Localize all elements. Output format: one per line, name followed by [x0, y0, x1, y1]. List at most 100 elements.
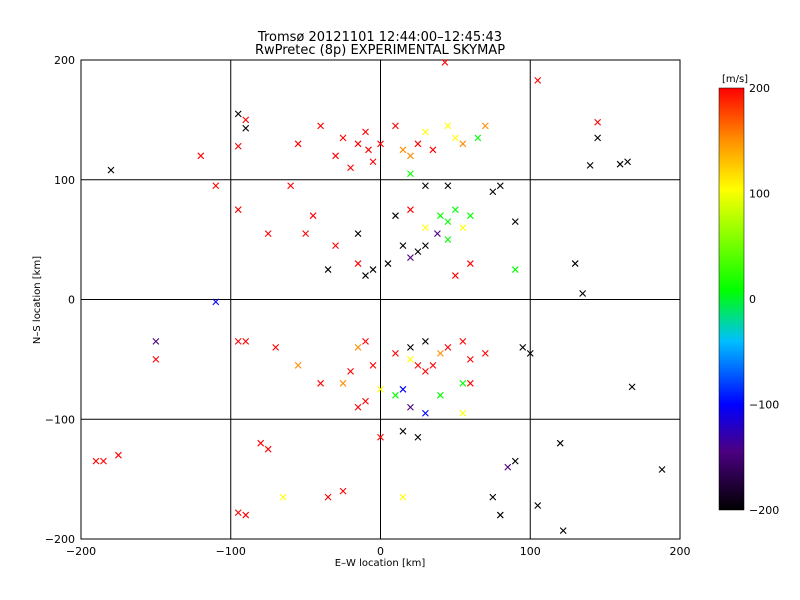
- data-point: [362, 128, 369, 136]
- data-point: [212, 182, 220, 190]
- data-point: [347, 164, 354, 172]
- data-point: [474, 134, 482, 142]
- data-point: [152, 338, 160, 345]
- data-point: [504, 463, 512, 471]
- data-point: [407, 152, 414, 160]
- data-point: [152, 355, 160, 363]
- data-point: [234, 110, 242, 118]
- data-point: [362, 272, 369, 279]
- data-point: [481, 122, 489, 130]
- data-point: [317, 379, 324, 387]
- x-axis-label: E–W location [km]: [335, 558, 426, 569]
- data-point: [332, 242, 339, 250]
- data-point: [414, 433, 422, 441]
- data-point: [407, 170, 414, 178]
- data-point: [658, 466, 666, 473]
- data-point: [444, 218, 452, 226]
- data-point: [441, 59, 449, 66]
- data-point: [407, 355, 414, 363]
- data-point: [444, 236, 452, 244]
- data-point: [459, 409, 467, 417]
- data-point: [339, 487, 347, 495]
- data-point: [257, 439, 265, 447]
- data-point: [377, 140, 384, 148]
- data-point: [437, 391, 444, 399]
- data-point: [399, 385, 407, 393]
- data-point: [234, 206, 242, 214]
- data-point: [422, 367, 429, 375]
- data-point: [586, 161, 594, 169]
- data-point: [459, 338, 467, 345]
- data-point: [264, 445, 272, 453]
- data-point: [422, 182, 429, 190]
- data-point: [466, 379, 474, 387]
- data-point: [451, 206, 459, 214]
- data-point: [272, 344, 280, 351]
- data-point: [392, 122, 399, 130]
- data-point: [624, 158, 631, 166]
- data-point: [212, 298, 220, 306]
- data-point: [422, 224, 429, 232]
- data-point: [354, 403, 362, 411]
- data-point: [234, 509, 242, 517]
- data-point: [616, 160, 624, 168]
- data-point: [444, 182, 452, 190]
- x-tick-label: 200: [670, 545, 691, 558]
- data-point: [399, 146, 407, 154]
- data-point: [429, 146, 437, 154]
- data-point: [242, 338, 250, 345]
- chart-subtitle: RwPretec (8p) EXPERIMENTAL SKYMAP: [255, 43, 505, 58]
- data-point: [264, 230, 272, 238]
- data-point: [339, 134, 347, 142]
- data-point: [399, 493, 407, 501]
- axis-ticks: −200 −100 0 100 200 −200 −100 0 100 200: [45, 54, 691, 558]
- data-point: [369, 266, 377, 273]
- data-point: [459, 140, 467, 148]
- data-point: [466, 355, 474, 363]
- x-tick-label: −100: [216, 545, 246, 558]
- data-point: [324, 493, 332, 501]
- data-point: [437, 349, 444, 357]
- data-point: [242, 116, 250, 124]
- data-point: [451, 272, 459, 279]
- chart-title: Tromsø 20121101 12:44:00–12:45:43: [257, 30, 502, 45]
- data-point: [466, 212, 474, 220]
- data-point: [369, 361, 377, 369]
- data-point: [317, 122, 324, 130]
- data-point: [309, 212, 317, 220]
- colorbar: [718, 87, 745, 511]
- data-point: [115, 451, 122, 459]
- data-point: [496, 511, 504, 519]
- data-point: [384, 260, 392, 267]
- data-point: [407, 254, 414, 261]
- data-point: [407, 403, 414, 411]
- colorbar-tick-label: 200: [749, 82, 770, 95]
- data-point: [354, 140, 362, 148]
- y-tick-label: −100: [45, 413, 75, 426]
- data-point: [399, 242, 407, 250]
- data-point: [354, 260, 362, 267]
- data-point: [234, 142, 242, 150]
- data-point: [414, 361, 422, 369]
- data-point: [294, 361, 302, 369]
- x-tick-label: −200: [66, 545, 96, 558]
- data-point: [459, 379, 467, 387]
- data-point: [332, 152, 339, 160]
- data-point: [107, 166, 115, 174]
- data-point: [234, 338, 242, 345]
- data-point: [279, 493, 287, 501]
- data-point: [519, 344, 527, 351]
- data-point: [197, 152, 205, 160]
- colorbar-tick-label: 100: [749, 188, 770, 201]
- data-point: [556, 439, 564, 447]
- data-point: [287, 182, 295, 190]
- grid-lines: [81, 60, 680, 539]
- colorbar-tick-label: −100: [749, 399, 779, 412]
- data-point: [481, 349, 489, 357]
- data-point: [324, 266, 332, 273]
- y-tick-label: 0: [68, 294, 75, 307]
- data-point: [377, 433, 384, 441]
- y-axis-label: N–S location [km]: [32, 256, 43, 344]
- data-point: [511, 457, 519, 465]
